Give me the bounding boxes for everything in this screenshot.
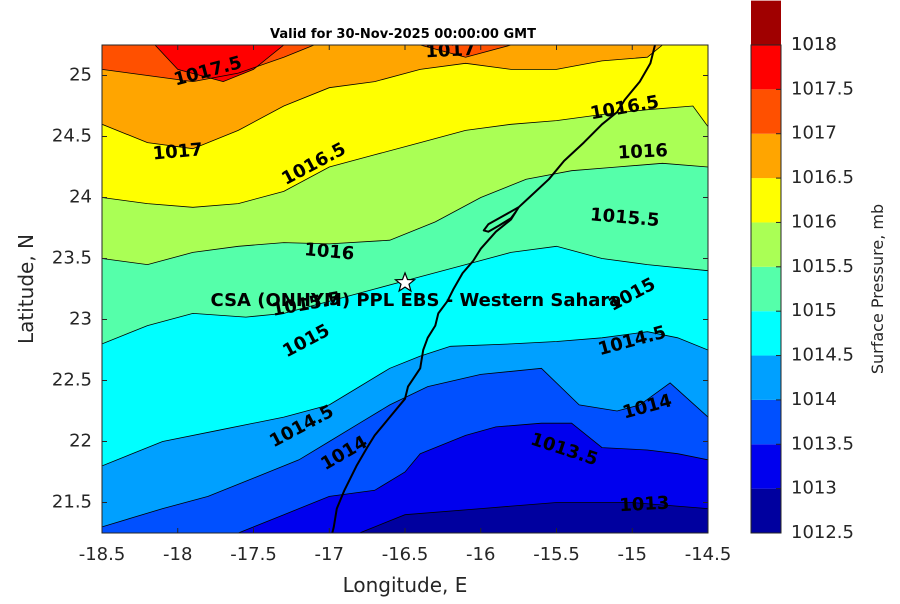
contour-line-1017.5	[154, 45, 285, 83]
contour-line-1015	[102, 245, 708, 345]
x-tick-label: -17.5	[230, 544, 277, 565]
y-tick-label: 23	[69, 309, 92, 330]
coastline-layer	[331, 45, 656, 533]
chart-title: Valid for 30-Nov-2025 00:00:00 GMT	[270, 27, 536, 42]
colorbar-tick-label: 1014	[791, 389, 837, 410]
contour-line-1013.5	[238, 422, 708, 533]
contour-label: 1013	[619, 493, 670, 517]
y-tick-label: 22	[69, 431, 92, 452]
x-tick-label: -16.5	[382, 544, 429, 565]
contour-label: 1016	[303, 239, 355, 264]
colorbar-tick-label: 1012.5	[791, 522, 854, 543]
y-axis: 21.5 22 22.5 23 23.5 24 24.5 25	[52, 65, 708, 513]
coastline	[331, 45, 656, 533]
colorbar-tick-label: 1018	[791, 34, 837, 55]
station-label: CSA (ONHYM) PPL EBS - Western Sahara	[211, 290, 622, 311]
colorbar-swatch	[751, 89, 781, 134]
colorbar-swatch	[751, 133, 781, 179]
colorbar-tick-label: 1018	[791, 34, 837, 55]
colorbar-tick-label: 1017.5	[791, 78, 854, 99]
colorbar-frame	[750, 44, 782, 534]
contour-line-1013	[359, 502, 708, 533]
colorbar-tick-label: 1017	[791, 123, 837, 144]
contour-line-1016.5	[102, 45, 663, 150]
contour-line-1014	[102, 367, 708, 528]
y-tick-label: 23.5	[52, 248, 92, 269]
band-1017-patch	[420, 45, 511, 58]
colorbar-swatch	[751, 45, 781, 90]
contour-label: 1016	[617, 140, 668, 164]
colorbar-tick-label: 1013.5	[791, 433, 854, 454]
x-tick-label: -16	[466, 544, 495, 565]
contour-line-1014.5	[102, 331, 708, 467]
y-tick-label: 21.5	[52, 492, 92, 513]
y-tick-label: 25	[69, 65, 92, 86]
contour-fill-layer	[102, 45, 708, 533]
colorbar-tick-label: 1015.5	[791, 256, 854, 277]
colorbar-tick-label: 1016	[791, 211, 837, 232]
band-1016.5	[102, 45, 708, 149]
x-axis-label: Longitude, E	[343, 573, 468, 597]
y-axis-label: Latitude, N	[14, 234, 38, 344]
x-tick-label: -15.5	[533, 544, 580, 565]
x-tick-label: -18.5	[79, 544, 126, 565]
colorbar-swatch	[751, 222, 781, 267]
colorbar-tick-label: 1014.5	[791, 345, 854, 366]
x-axis: -18.5 -18 -17.5 -17 -16.5 -16 -15.5 -15 -14.5	[79, 45, 732, 565]
colorbar-swatch	[751, 178, 781, 223]
colorbar-swatch	[751, 311, 781, 356]
colorbar: 1012.5 1013 1013.5 1014 1014.5 1015 1015.5 1016…	[750, 0, 854, 543]
colorbar-label: Surface Pressure, mb	[868, 204, 887, 374]
colorbar-swatch	[751, 444, 781, 489]
colorbar-swatch	[751, 355, 781, 400]
x-tick-label: -14.5	[685, 544, 732, 565]
band-1017.5	[155, 45, 284, 82]
contour-line-1017	[420, 45, 512, 58]
coastline-peninsula	[482, 206, 520, 233]
contour-line-1015.5	[102, 162, 708, 266]
station-star-marker	[393, 271, 417, 293]
contour-line-layer	[102, 45, 708, 533]
colorbar-tick-label: 1016.5	[791, 167, 854, 188]
x-tick-label: -15	[618, 544, 647, 565]
contour-line-1017	[102, 45, 315, 83]
x-tick-label: -17	[315, 544, 344, 565]
colorbar-swatch	[751, 399, 781, 445]
contour-label: 1017	[425, 39, 476, 63]
y-tick-label: 24.5	[52, 126, 92, 147]
colorbar-swatch	[751, 266, 781, 312]
colorbar-swatch	[751, 0, 781, 45]
x-tick-label: -18	[163, 544, 192, 565]
colorbar-swatch	[751, 488, 781, 533]
y-tick-label: 22.5	[52, 370, 92, 391]
colorbar-tick-label: 1013	[791, 478, 837, 499]
y-tick-label: 24	[69, 187, 92, 208]
colorbar-tick-label: 1015	[791, 300, 837, 321]
contour-label: 1017	[152, 139, 204, 164]
contour-line-1016	[102, 105, 708, 208]
